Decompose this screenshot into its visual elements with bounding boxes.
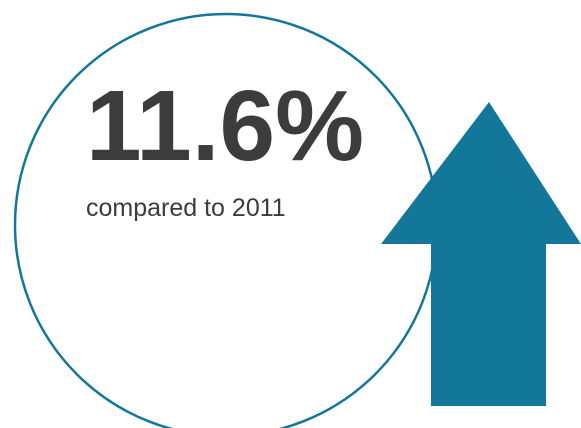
arrow-up-icon [381, 102, 581, 406]
stat-caption: compared to 2011 [86, 194, 286, 222]
stat-value: 11.6% [86, 70, 365, 182]
